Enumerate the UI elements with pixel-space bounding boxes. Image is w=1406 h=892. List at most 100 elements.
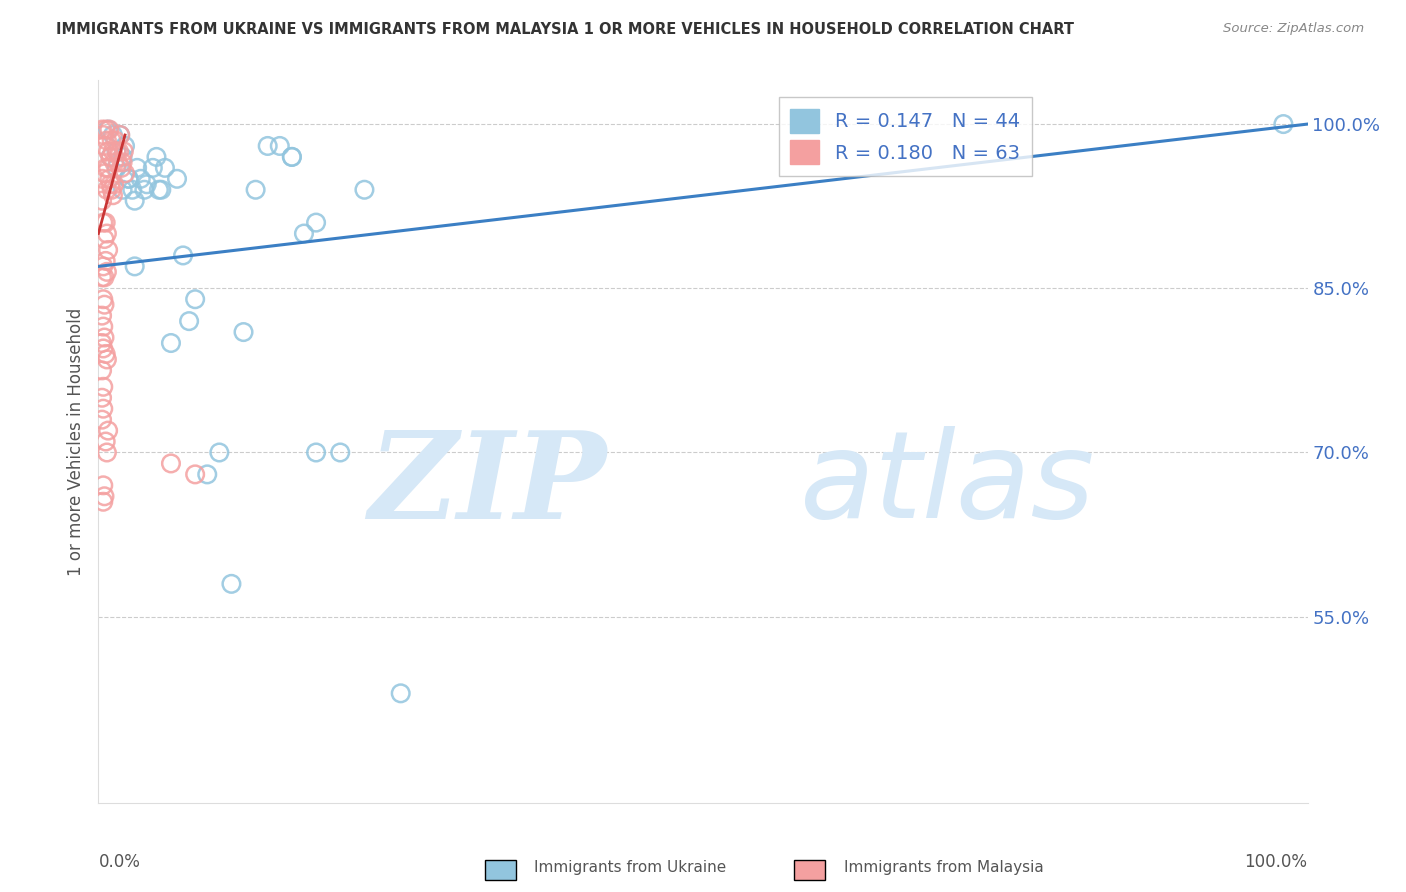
Point bbox=[353, 183, 375, 197]
Point bbox=[114, 139, 136, 153]
Point bbox=[97, 161, 120, 175]
Point bbox=[97, 122, 120, 136]
Point bbox=[91, 380, 114, 394]
Point bbox=[100, 178, 122, 192]
Point bbox=[129, 171, 152, 186]
Point bbox=[153, 161, 176, 175]
Point bbox=[100, 133, 122, 147]
Point bbox=[105, 145, 128, 159]
Text: 0.0%: 0.0% bbox=[98, 854, 141, 871]
Point bbox=[96, 352, 118, 367]
Point bbox=[232, 325, 254, 339]
Legend: R = 0.147   N = 44, R = 0.180   N = 63: R = 0.147 N = 44, R = 0.180 N = 63 bbox=[779, 97, 1032, 176]
Point bbox=[94, 253, 117, 268]
Point bbox=[111, 150, 134, 164]
Text: atlas: atlas bbox=[800, 426, 1095, 543]
Point bbox=[221, 577, 243, 591]
Point bbox=[100, 183, 122, 197]
Point bbox=[184, 467, 207, 482]
Point bbox=[118, 171, 141, 186]
Y-axis label: 1 or more Vehicles in Household: 1 or more Vehicles in Household bbox=[67, 308, 86, 575]
Point bbox=[94, 347, 117, 361]
Point bbox=[91, 494, 114, 508]
Point bbox=[111, 183, 134, 197]
Point bbox=[96, 183, 118, 197]
Point bbox=[160, 457, 183, 471]
Point bbox=[91, 260, 114, 274]
Point bbox=[103, 178, 125, 192]
Point bbox=[281, 150, 304, 164]
Point bbox=[94, 122, 117, 136]
Point bbox=[101, 128, 124, 142]
Point bbox=[389, 686, 412, 700]
Point bbox=[93, 298, 115, 312]
Point bbox=[292, 227, 315, 241]
Text: Immigrants from Malaysia: Immigrants from Malaysia bbox=[844, 860, 1043, 874]
Point bbox=[93, 139, 115, 153]
Point bbox=[96, 265, 118, 279]
Point bbox=[145, 150, 167, 164]
Point bbox=[329, 445, 352, 459]
Point bbox=[121, 183, 143, 197]
Point bbox=[93, 166, 115, 180]
Point bbox=[100, 150, 122, 164]
Point bbox=[101, 145, 124, 159]
Point bbox=[184, 292, 207, 306]
Point bbox=[94, 216, 117, 230]
Point bbox=[135, 178, 157, 192]
Point bbox=[91, 478, 114, 492]
Point bbox=[124, 194, 146, 208]
Point bbox=[93, 270, 115, 285]
Point bbox=[114, 166, 136, 180]
Point bbox=[91, 401, 114, 416]
Point bbox=[94, 161, 117, 175]
Point bbox=[105, 161, 128, 175]
Point bbox=[97, 243, 120, 257]
Point bbox=[98, 171, 121, 186]
Point bbox=[160, 336, 183, 351]
Point bbox=[134, 183, 156, 197]
Point bbox=[127, 161, 149, 175]
Point bbox=[118, 171, 141, 186]
Point bbox=[269, 139, 291, 153]
Point bbox=[108, 128, 131, 142]
Text: Source: ZipAtlas.com: Source: ZipAtlas.com bbox=[1223, 22, 1364, 36]
Point bbox=[104, 133, 127, 147]
Point bbox=[179, 314, 201, 328]
Point bbox=[91, 216, 114, 230]
Point bbox=[112, 145, 135, 159]
Point bbox=[91, 309, 114, 323]
Point bbox=[91, 336, 114, 351]
Point bbox=[103, 155, 125, 169]
Point bbox=[91, 270, 114, 285]
Point bbox=[281, 150, 304, 164]
Point bbox=[93, 232, 115, 246]
Point bbox=[91, 171, 114, 186]
Point bbox=[93, 330, 115, 344]
Point bbox=[110, 161, 132, 175]
Point bbox=[93, 489, 115, 503]
Point bbox=[166, 171, 188, 186]
Point bbox=[91, 122, 114, 136]
Point bbox=[107, 155, 129, 169]
Point bbox=[256, 139, 278, 153]
Text: 100.0%: 100.0% bbox=[1244, 854, 1308, 871]
Point bbox=[1272, 117, 1295, 131]
Point bbox=[172, 248, 194, 262]
Point bbox=[195, 467, 218, 482]
Point bbox=[111, 155, 134, 169]
Point bbox=[101, 188, 124, 202]
Point bbox=[124, 260, 146, 274]
Point bbox=[91, 319, 114, 334]
Point bbox=[208, 445, 231, 459]
Point bbox=[96, 445, 118, 459]
Point bbox=[97, 424, 120, 438]
Point bbox=[148, 183, 170, 197]
Point bbox=[91, 363, 114, 377]
Point bbox=[96, 133, 118, 147]
Point bbox=[91, 292, 114, 306]
Point bbox=[98, 122, 121, 136]
Point bbox=[150, 183, 173, 197]
Point bbox=[91, 194, 114, 208]
Point bbox=[91, 412, 114, 426]
